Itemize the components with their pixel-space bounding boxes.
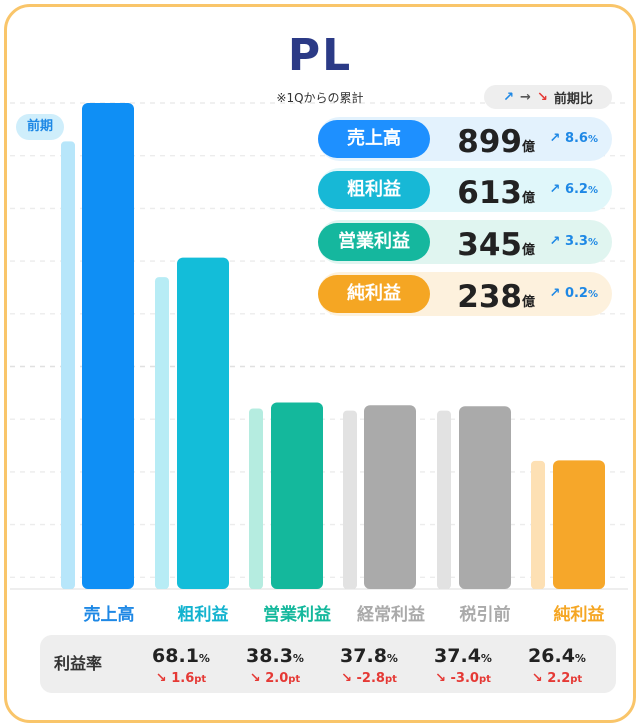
margin-change-unit: pt [288, 674, 301, 685]
previous-period-bar [343, 410, 357, 589]
flat-arrow-icon: → [520, 89, 531, 105]
margin-number: 38.3 [246, 645, 293, 667]
page-title: PL [287, 30, 353, 81]
kpi-label: 粗利益 [318, 171, 430, 209]
kpi-change-value: 3.3 [564, 234, 588, 249]
kpi-value: 238 [457, 279, 522, 315]
margin-change: ↘ 2.2pt [512, 671, 602, 686]
kpi-change: ↗ 0.2% [536, 272, 610, 316]
current-period-bar [82, 103, 134, 589]
kpi-row-operating-profit: 営業利益 345 億 ↗ 3.3% [318, 220, 612, 264]
kpi-unit: 億 [522, 191, 536, 206]
up-arrow-icon: ↗ [549, 182, 561, 197]
kpi-label: 営業利益 [318, 223, 430, 261]
margin-number: 37.4 [434, 645, 481, 667]
margin-unit: % [198, 652, 210, 665]
margin-change-value: -2.8 [356, 671, 385, 686]
margin-value: 26.4% [512, 645, 602, 667]
up-arrow-icon: ↗ [549, 234, 561, 249]
margin-value: 38.3% [230, 645, 320, 667]
margin-change-value: -3.0 [450, 671, 479, 686]
previous-period-bar [61, 141, 75, 590]
down-arrow-icon: ↘ [155, 671, 167, 686]
current-period-bar [364, 405, 416, 589]
kpi-row-net-profit: 純利益 238 億 ↗ 0.2% [318, 272, 612, 316]
up-arrow-icon: ↗ [503, 89, 515, 105]
margin-change-value: 1.6 [171, 671, 195, 686]
kpi-row-gross-profit: 粗利益 613 億 ↗ 6.2% [318, 168, 612, 212]
kpi-value: 613 [457, 175, 522, 211]
current-period-bar [459, 406, 511, 589]
margin-change: ↘ -3.0pt [418, 671, 508, 686]
kpi-change-value: 0.2 [564, 286, 588, 301]
down-arrow-icon: ↘ [536, 89, 548, 105]
current-period-bar [553, 460, 605, 589]
category-label: 営業利益 [263, 605, 331, 625]
kpi-change: ↗ 3.3% [536, 220, 610, 264]
kpi-unit: 億 [522, 140, 536, 155]
kpi-change-unit: % [587, 185, 598, 196]
margin-table [40, 635, 616, 693]
margin-unit: % [480, 652, 492, 665]
kpi-label: 純利益 [318, 275, 430, 313]
up-arrow-icon: ↗ [549, 286, 561, 301]
margin-table-title: 利益率 [53, 654, 102, 673]
previous-period-bar [437, 410, 451, 589]
category-label: 売上高 [83, 605, 135, 625]
margin-change: ↘ 1.6pt [136, 671, 226, 686]
margin-change-unit: pt [570, 674, 583, 685]
previous-period-bar [155, 277, 169, 589]
kpi-change-value: 6.2 [564, 182, 588, 197]
previous-period-bar [249, 408, 263, 589]
margin-change-unit: pt [478, 674, 491, 685]
category-label: 税引前 [459, 605, 511, 625]
kpi-change: ↗ 8.6% [536, 117, 610, 161]
kpi-change: ↗ 6.2% [536, 168, 610, 212]
margin-number: 68.1 [152, 645, 199, 667]
previous-period-bar [531, 460, 545, 589]
kpi-change-value: 8.6 [564, 131, 588, 146]
margin-unit: % [292, 652, 304, 665]
margin-value: 37.8% [324, 645, 414, 667]
current-period-bar [177, 257, 229, 589]
kpi-change-unit: % [587, 237, 598, 248]
kpi-value: 345 [457, 227, 522, 263]
page-subtitle: ※1Qからの累計 [276, 91, 364, 105]
margin-value: 37.4% [418, 645, 508, 667]
kpi-row-sales: 売上高 899 億 ↗ 8.6% [318, 117, 612, 161]
margin-number: 37.8 [340, 645, 387, 667]
down-arrow-icon: ↘ [531, 671, 543, 686]
margin-change: ↘ -2.8pt [324, 671, 414, 686]
margin-unit: % [574, 652, 586, 665]
margin-change-unit: pt [194, 674, 207, 685]
margin-value: 68.1% [136, 645, 226, 667]
kpi-value: 899 [457, 124, 522, 160]
margin-change: ↘ 2.0pt [230, 671, 320, 686]
kpi-change-unit: % [587, 134, 598, 145]
down-arrow-icon: ↘ [435, 671, 446, 686]
change-legend: ↗ → ↘ 前期比 [484, 85, 612, 109]
kpi-unit: 億 [522, 295, 536, 310]
category-label: 経常利益 [357, 605, 425, 625]
margin-change-value: 2.0 [265, 671, 289, 686]
category-label: 純利益 [553, 605, 605, 625]
margin-change-unit: pt [384, 674, 397, 685]
previous-period-tag: 前期 [16, 114, 64, 140]
down-arrow-icon: ↘ [249, 671, 261, 686]
kpi-label: 売上高 [318, 120, 430, 158]
margin-change-value: 2.2 [547, 671, 571, 686]
margin-unit: % [386, 652, 398, 665]
legend-label: 前期比 [553, 91, 593, 107]
current-period-bar [271, 402, 323, 589]
up-arrow-icon: ↗ [549, 131, 561, 146]
category-label: 粗利益 [177, 605, 229, 625]
down-arrow-icon: ↘ [341, 671, 352, 686]
kpi-change-unit: % [587, 289, 598, 300]
kpi-unit: 億 [522, 243, 536, 258]
margin-number: 26.4 [528, 645, 575, 667]
